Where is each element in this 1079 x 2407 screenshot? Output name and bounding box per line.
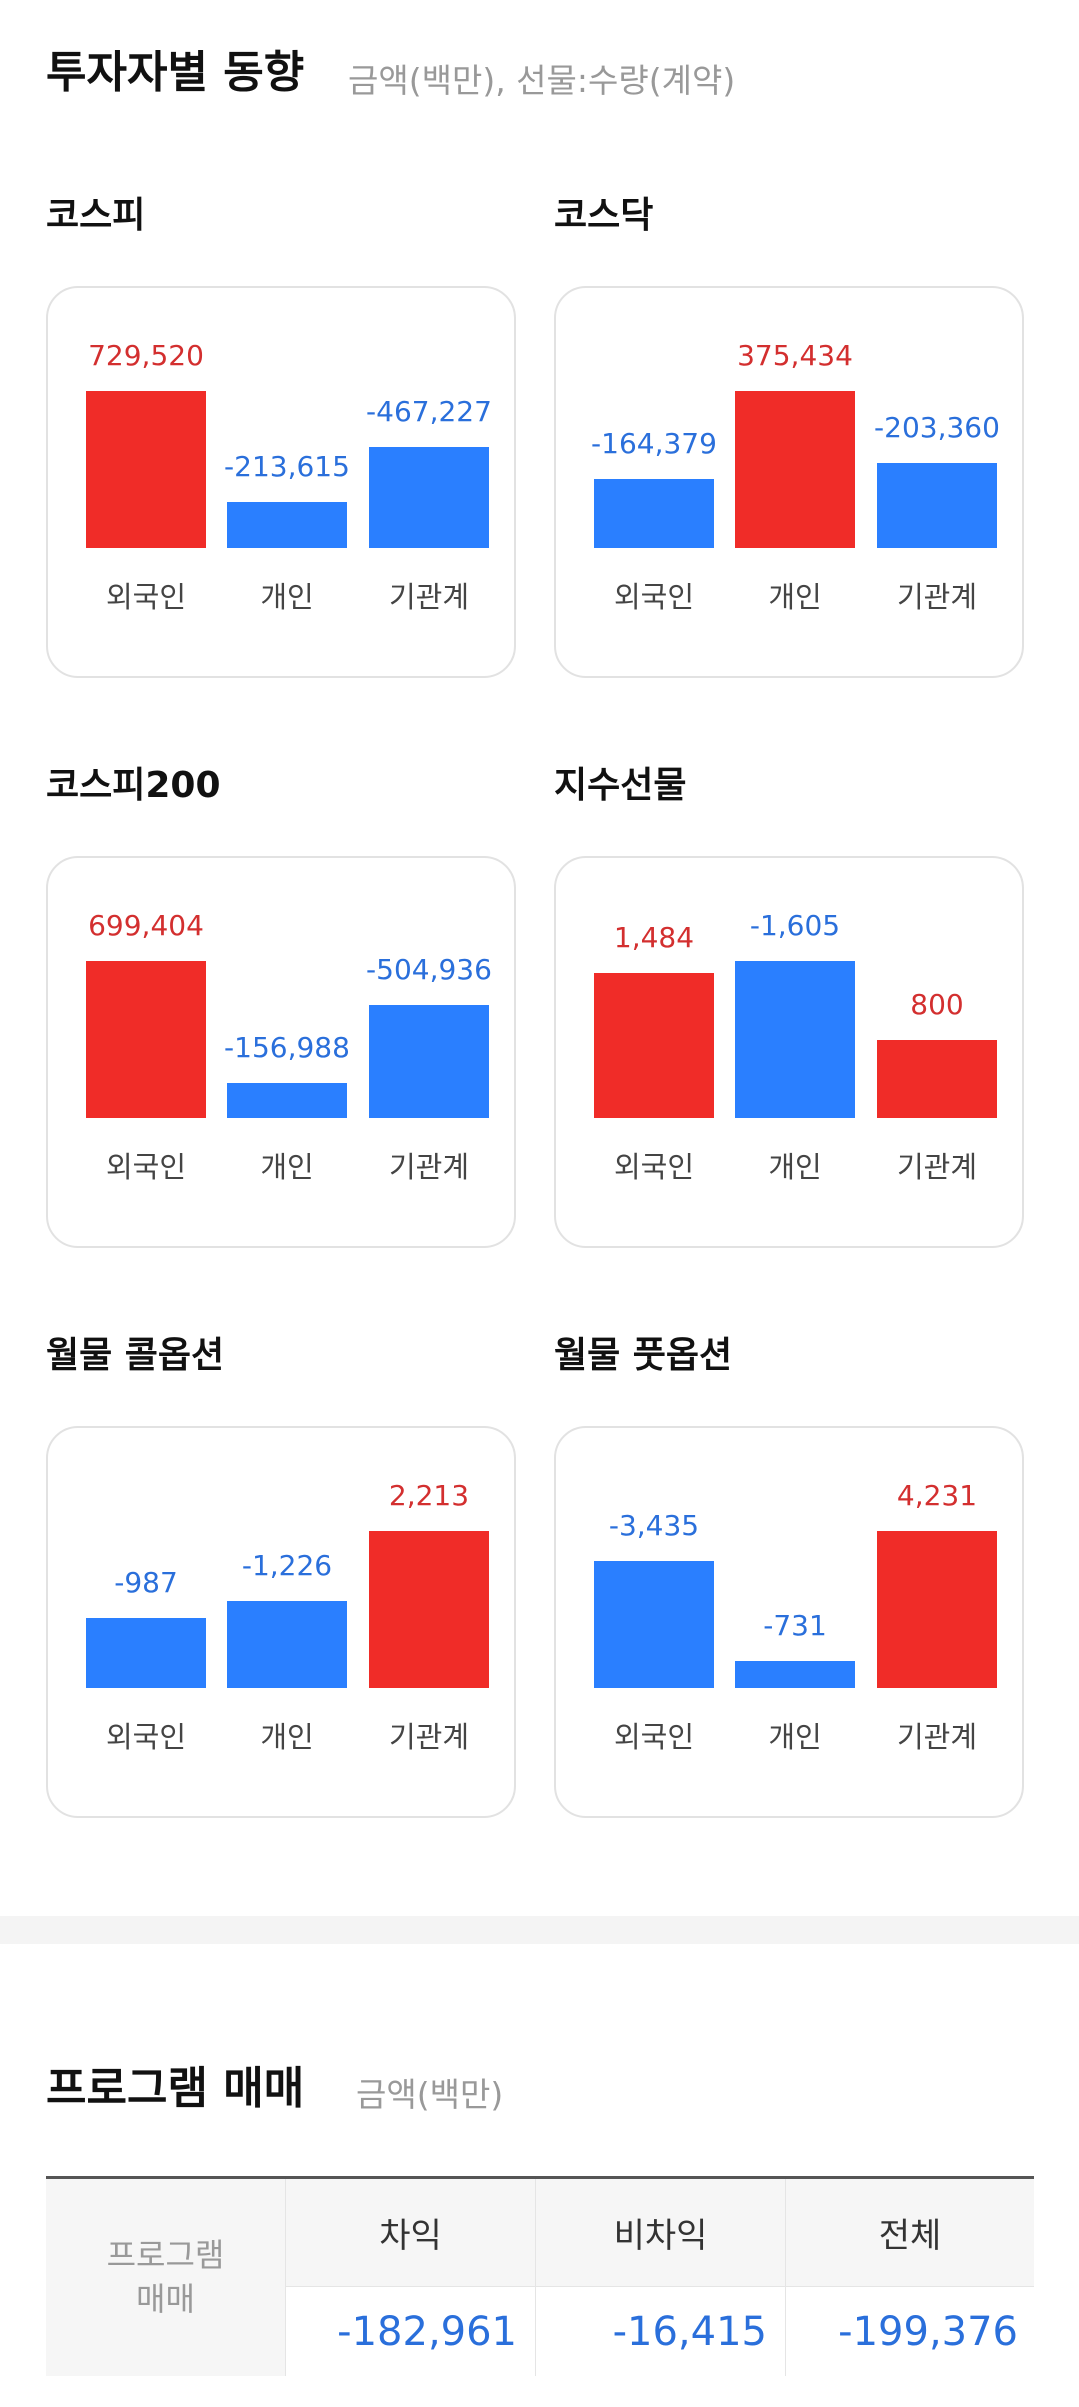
chart-value-label: -1,226 [241,1549,333,1582]
chart-bar [369,447,489,548]
chart-category-label: 기관계 [388,1150,470,1184]
chart-bar [86,961,206,1118]
chart-value-label: -731 [763,1609,827,1642]
chart-value-label: -987 [114,1566,178,1599]
program-row-header: 프로그램 매매 [46,2179,286,2376]
chart-value-label: 800 [910,988,964,1021]
chart-category-label: 개인 [768,1720,822,1754]
investor-section-subtitle: 금액(백만), 선물:수량(계약) [348,61,736,100]
chart-bar [877,463,997,548]
program-value-non-arbitrage: -16,415 [536,2287,786,2376]
program-col-header-arbitrage: 차익 [286,2179,536,2287]
program-trading-table: 프로그램 매매 차익 비차익 전체 -182,961 -16,415 -199,… [46,2176,1034,2376]
chart-value-label: -203,360 [874,411,1000,444]
chart-bar [735,391,855,548]
chart-value-label: -467,227 [366,395,492,428]
investor-chart-card: 699,404 외국인 -156,988 개인 -504,936 기관계 [46,856,516,1248]
chart-value-label: -213,615 [224,450,350,483]
investor-chart-card: -3,435 외국인 -731 개인 4,231 기관계 [554,1426,1024,1818]
chart-category-label: 기관계 [896,580,978,614]
chart-category-label: 외국인 [105,580,187,614]
chart-bar [594,1561,714,1688]
chart-bar [877,1531,997,1688]
investor-chart-card: 729,520 외국인 -213,615 개인 -467,227 기관계 [46,286,516,678]
chart-value-label: -1,605 [749,909,841,942]
chart-bar [735,961,855,1118]
chart-category-label: 외국인 [613,1720,695,1754]
chart-value-label: 729,520 [88,339,204,372]
chart-category-label: 개인 [260,1150,314,1184]
chart-bar [594,479,714,548]
chart-bar [86,391,206,548]
chart-title: 월물 풋옵션 [554,1335,733,1376]
chart-bar [735,1661,855,1688]
chart-bar [369,1531,489,1688]
chart-bar [227,1083,347,1118]
chart-value-label: -164,379 [591,427,717,460]
chart-category-label: 외국인 [105,1720,187,1754]
chart-value-label: 2,213 [388,1479,470,1512]
chart-value-label: -504,936 [366,953,492,986]
chart-bar [369,1005,489,1118]
chart-value-label: -156,988 [224,1031,350,1064]
chart-title: 지수선물 [554,765,687,806]
program-value-arbitrage: -182,961 [286,2287,536,2376]
chart-category-label: 기관계 [388,580,470,614]
section-divider [0,1916,1079,1944]
chart-category-label: 외국인 [613,1150,695,1184]
chart-category-label: 개인 [768,1150,822,1184]
chart-category-label: 개인 [260,580,314,614]
chart-bar [86,1618,206,1688]
chart-title: 코스피200 [46,765,221,806]
chart-value-label: 4,231 [896,1479,978,1512]
chart-category-label: 개인 [260,1720,314,1754]
investor-chart-card: 1,484 외국인 -1,605 개인 800 기관계 [554,856,1024,1248]
chart-category-label: 기관계 [896,1150,978,1184]
chart-bar [227,502,347,548]
program-value-total: -199,376 [838,2308,1018,2355]
chart-category-label: 개인 [768,580,822,614]
chart-value-label: 1,484 [613,921,695,954]
chart-category-label: 기관계 [896,1720,978,1754]
chart-value-label: 699,404 [88,909,204,942]
chart-value-label: 375,434 [737,339,853,372]
program-section-title: 프로그램 매매 [46,2063,305,2114]
program-col-header-non-arbitrage: 비차익 [536,2179,786,2287]
investor-chart-card: -987 외국인 -1,226 개인 2,213 기관계 [46,1426,516,1818]
chart-bar [227,1601,347,1688]
chart-title: 코스닥 [554,195,654,236]
chart-bar [877,1040,997,1118]
chart-category-label: 외국인 [105,1150,187,1184]
investor-chart-card: -164,379 외국인 375,434 개인 -203,360 기관계 [554,286,1024,678]
chart-category-label: 기관계 [388,1720,470,1754]
chart-category-label: 외국인 [613,580,695,614]
program-col-header-total: 전체 [786,2179,1034,2287]
program-section-subtitle: 금액(백만) [356,2075,504,2114]
chart-title: 월물 콜옵션 [46,1335,225,1376]
investor-section-title: 투자자별 동향 [46,47,305,98]
chart-title: 코스피 [46,195,146,236]
chart-bar [594,973,714,1118]
chart-value-label: -3,435 [608,1509,700,1542]
